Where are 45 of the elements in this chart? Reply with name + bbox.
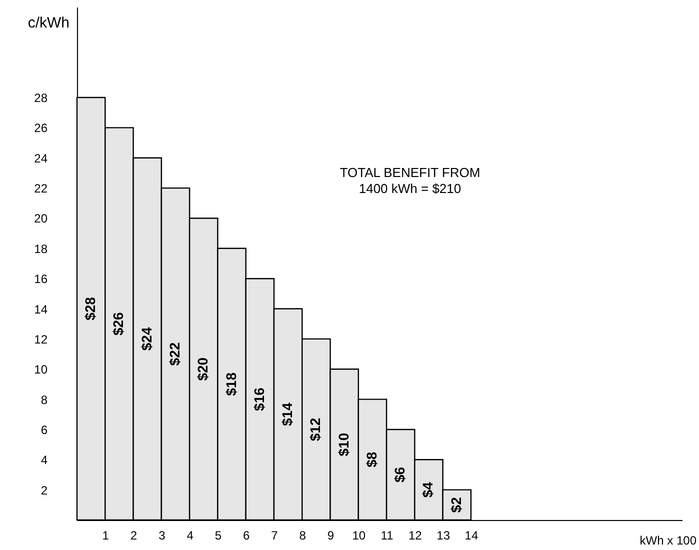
y-tick-label: 16 xyxy=(34,272,48,286)
annotation: TOTAL BENEFIT FROM 1400 kWh = $210 xyxy=(340,165,480,196)
x-tick-label: 8 xyxy=(299,528,306,542)
x-tick-label: 5 xyxy=(214,528,222,542)
x-tick-label: 9 xyxy=(327,528,334,542)
data-label: $10 xyxy=(335,432,352,456)
data-label: $12 xyxy=(307,418,324,442)
y-axis-title: c/kWh xyxy=(28,14,70,32)
x-axis-title: kWh x 100 xyxy=(640,534,697,548)
data-label: $20 xyxy=(194,357,211,381)
y-tick-label: 14 xyxy=(34,302,48,316)
y-tick-label: 28 xyxy=(34,91,48,106)
y-tick-label: 6 xyxy=(40,422,48,437)
data-label: $22 xyxy=(166,342,182,366)
data-label: $2 xyxy=(448,496,464,513)
x-tick-label: 1 xyxy=(102,528,110,542)
y-tick-label: 26 xyxy=(34,121,48,136)
data-label: $28 xyxy=(82,296,98,320)
x-tick-label: 2 xyxy=(130,528,138,542)
data-label: $6 xyxy=(392,466,408,483)
x-tick-label: 12 xyxy=(408,528,422,542)
data-label: $18 xyxy=(222,372,239,396)
data-label: $24 xyxy=(138,327,154,351)
data-label: $4 xyxy=(420,482,436,498)
y-tick-label: 10 xyxy=(34,362,48,377)
y-tick-label: 20 xyxy=(34,212,48,226)
x-tick-label: 7 xyxy=(271,528,278,542)
x-tick-label: 11 xyxy=(380,528,394,542)
y-tick-label: 12 xyxy=(34,332,48,346)
x-tick-label: 4 xyxy=(186,528,194,542)
y-tick-label: 24 xyxy=(34,151,48,166)
y-tick-label: 8 xyxy=(40,392,48,407)
x-tick-label: 14 xyxy=(464,528,478,542)
y-tick-label: 2 xyxy=(40,483,48,498)
x-tick-label: 3 xyxy=(158,528,166,542)
y-tick-label: 4 xyxy=(40,453,48,468)
data-label: $26 xyxy=(110,312,126,336)
data-label: $16 xyxy=(250,387,267,411)
data-label: $14 xyxy=(279,402,296,426)
x-tick-label: 13 xyxy=(436,528,450,542)
y-tick-label: 22 xyxy=(34,182,48,196)
x-tick-label: 10 xyxy=(352,528,366,542)
data-label: $8 xyxy=(363,452,380,468)
x-tick-label: 6 xyxy=(242,528,250,542)
y-tick-label: 18 xyxy=(34,242,48,256)
